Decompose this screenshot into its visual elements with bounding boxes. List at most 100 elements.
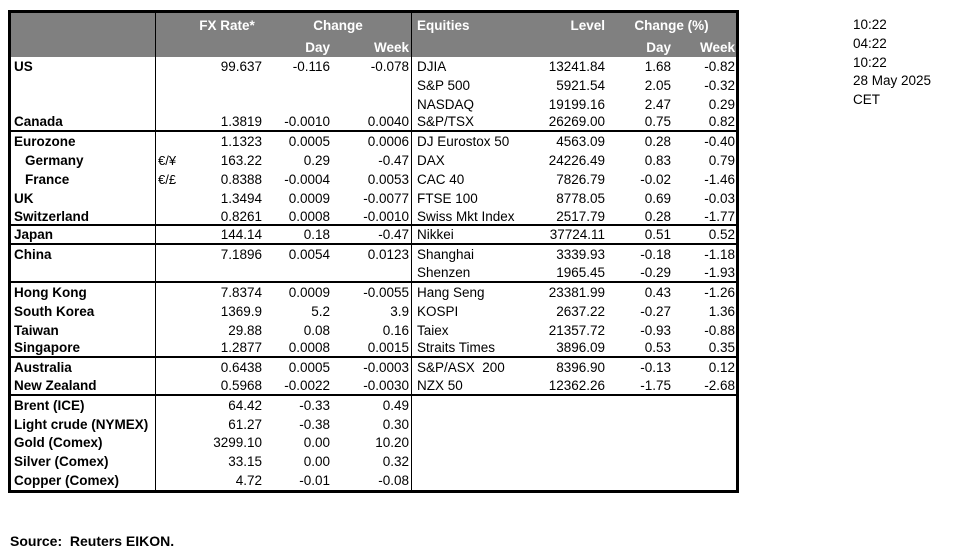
row-label: Japan: [14, 227, 54, 243]
fx-rate-value: 0.8261: [220, 208, 262, 224]
row-label: New Zealand: [14, 377, 97, 393]
row-label: France: [25, 171, 70, 187]
fx-day-change: 0.0005: [288, 134, 330, 150]
equity-day-change: 2.05: [644, 77, 671, 93]
header-change: Change: [313, 18, 363, 33]
equity-name: NZX 50: [417, 377, 463, 393]
timestamp-line: 10:22: [853, 17, 887, 32]
equity-week-change: -1.26: [704, 284, 735, 300]
fx-day-change: -0.0010: [284, 114, 330, 130]
fx-day-change: 0.0054: [288, 247, 330, 263]
row-label: Germany: [25, 153, 84, 169]
equity-name: NASDAQ: [417, 96, 475, 112]
row-label: Silver (Comex): [14, 454, 109, 470]
equity-day-change: 1.68: [644, 58, 671, 74]
fx-rate-value: 61.27: [228, 416, 262, 432]
equity-week-change: 0.82: [708, 114, 735, 130]
fx-day-change: -0.0022: [284, 377, 330, 393]
equity-day-change: 0.75: [644, 114, 671, 130]
equity-day-change: 0.83: [644, 153, 671, 169]
table-row: Japan 144.14 0.18 -0.47 Nikkei 37724.11 …: [11, 226, 736, 246]
currency-pair: €/£: [158, 171, 177, 187]
row-label: Eurozone: [14, 134, 76, 150]
equity-name: DAX: [417, 153, 445, 169]
equity-day-change: 0.51: [644, 227, 671, 243]
fx-rate-value: 1.3494: [220, 190, 262, 206]
fx-week-change: 0.16: [382, 322, 409, 338]
fx-week-change: 0.32: [382, 454, 409, 470]
equity-level: 1965.45: [556, 265, 605, 281]
equity-week-change: -0.32: [704, 77, 735, 93]
fx-rate-value: 163.22: [220, 153, 262, 169]
fx-week-change: 0.49: [382, 397, 409, 413]
fx-day-change: 0.0009: [288, 190, 330, 206]
equity-level: 2517.79: [556, 208, 605, 224]
fx-rate-value: 3299.10: [213, 435, 262, 451]
header-fx-day: Day: [305, 40, 330, 55]
equity-day-change: -0.18: [640, 247, 671, 263]
equity-week-change: -1.18: [704, 247, 735, 263]
row-label: Brent (ICE): [14, 397, 85, 413]
table-row: Light crude (NYMEX) 61.27 -0.38 0.30: [11, 415, 736, 434]
equity-name: S&P/ASX 200: [417, 360, 505, 376]
equity-week-change: 0.52: [708, 227, 735, 243]
header-fx-week: Week: [373, 40, 409, 55]
table-row: Switzerland 0.8261 0.0008 -0.0010 Swiss …: [11, 208, 736, 227]
fx-rate-value: 1.1323: [220, 134, 262, 150]
fx-rate-value: 4.72: [235, 473, 262, 489]
fx-week-change: 0.0123: [367, 247, 409, 263]
equity-level: 19199.16: [548, 96, 605, 112]
equity-name: Nikkei: [417, 227, 454, 243]
equity-level: 24226.49: [548, 153, 605, 169]
fx-week-change: 0.0015: [367, 340, 409, 356]
fx-rate-value: 7.8374: [220, 284, 262, 300]
fx-rate-value: 1369.9: [220, 303, 262, 319]
fx-day-change: 0.0008: [288, 340, 330, 356]
row-label: Copper (Comex): [14, 473, 120, 489]
fx-day-change: 5.2: [311, 303, 330, 319]
table-body: US 99.637 -0.116 -0.078 DJIA 13241.84 1.…: [11, 57, 736, 490]
fx-week-change: 0.30: [382, 416, 409, 432]
fx-rate-value: 0.5968: [220, 377, 262, 393]
fx-rate-value: 99.637: [220, 58, 262, 74]
equity-level: 3896.09: [556, 340, 605, 356]
equity-name: S&P 500: [417, 77, 471, 93]
vertical-divider-equities: [411, 13, 412, 491]
fx-rate-value: 29.88: [228, 322, 262, 338]
fx-rate-value: 0.6438: [220, 360, 262, 376]
row-label: Taiwan: [14, 322, 59, 338]
equity-day-change: -0.13: [640, 360, 671, 376]
equity-name: Shenzen: [417, 265, 471, 281]
equity-name: KOSPI: [417, 303, 459, 319]
equity-week-change: -0.40: [704, 134, 735, 150]
fx-week-change: -0.0077: [363, 190, 409, 206]
equity-name: DJ Eurostox 50: [417, 134, 510, 150]
row-label: South Korea: [14, 303, 95, 319]
timestamp-line: 10:22: [853, 54, 887, 70]
equity-level: 12362.26: [548, 377, 605, 393]
row-label: Hong Kong: [14, 284, 87, 300]
fx-day-change: -0.38: [299, 416, 330, 432]
equity-week-change: 0.29: [708, 96, 735, 112]
table-row: S&P 500 5921.54 2.05 -0.32: [11, 76, 736, 95]
equity-name: Shanghai: [417, 247, 475, 263]
timestamp-line: 04:22: [853, 35, 887, 51]
table-row: France €/£ 0.8388 -0.0004 0.0053 CAC 40 …: [11, 170, 736, 189]
fx-week-change: -0.0003: [363, 360, 409, 376]
equity-name: Straits Times: [417, 340, 496, 356]
equity-week-change: 0.12: [708, 360, 735, 376]
fx-rate-value: 64.42: [228, 397, 262, 413]
row-label: US: [14, 58, 33, 74]
fx-day-change: 0.0009: [288, 284, 330, 300]
table-row: Canada 1.3819 -0.0010 0.0040 S&P/TSX 262…: [11, 113, 736, 133]
fx-day-change: 0.00: [303, 435, 330, 451]
equity-week-change: -1.46: [704, 171, 735, 187]
equity-level: 5921.54: [556, 77, 605, 93]
fx-day-change: -0.33: [299, 397, 330, 413]
fx-week-change: -0.078: [370, 58, 409, 74]
fx-day-change: -0.0004: [284, 171, 330, 187]
header-fx-rate: FX Rate*: [199, 18, 255, 33]
table-row: Shenzen 1965.45 -0.29 -1.93: [11, 264, 736, 283]
source-note: Source: Reuters EIKON.: [10, 533, 175, 549]
